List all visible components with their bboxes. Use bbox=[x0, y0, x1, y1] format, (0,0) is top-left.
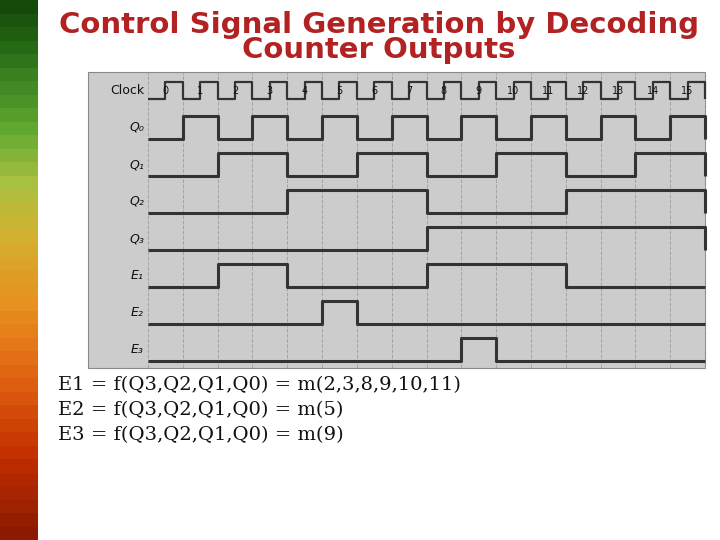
Text: 12: 12 bbox=[577, 85, 590, 96]
Text: Control Signal Generation by Decoding: Control Signal Generation by Decoding bbox=[59, 11, 699, 39]
Bar bbox=[0, 432, 38, 445]
Bar bbox=[0, 68, 38, 81]
Text: E3 = f(Q3,Q2,Q1,Q0) = m(9): E3 = f(Q3,Q2,Q1,Q0) = m(9) bbox=[58, 426, 343, 444]
Bar bbox=[0, 446, 38, 459]
Text: 9: 9 bbox=[476, 85, 482, 96]
Bar bbox=[0, 364, 38, 378]
Text: 15: 15 bbox=[681, 85, 694, 96]
Text: 13: 13 bbox=[612, 85, 624, 96]
Text: 11: 11 bbox=[542, 85, 554, 96]
Bar bbox=[0, 338, 38, 351]
Text: 14: 14 bbox=[647, 85, 659, 96]
Text: Q₃: Q₃ bbox=[129, 232, 144, 245]
Bar bbox=[0, 526, 38, 540]
Bar bbox=[0, 230, 38, 243]
Text: 3: 3 bbox=[267, 85, 273, 96]
Bar bbox=[0, 216, 38, 229]
Bar bbox=[0, 94, 38, 108]
Bar bbox=[0, 148, 38, 162]
Bar bbox=[0, 513, 38, 526]
Text: E₃: E₃ bbox=[131, 343, 144, 356]
Bar bbox=[0, 405, 38, 418]
Bar bbox=[88, 72, 705, 368]
Bar bbox=[0, 459, 38, 472]
Text: E₁: E₁ bbox=[131, 269, 144, 282]
Text: 10: 10 bbox=[508, 85, 520, 96]
Bar bbox=[0, 81, 38, 94]
Bar bbox=[0, 0, 38, 14]
Bar bbox=[0, 14, 38, 27]
Bar bbox=[0, 243, 38, 256]
Text: Clock: Clock bbox=[110, 84, 144, 97]
Bar bbox=[0, 189, 38, 202]
Bar bbox=[0, 284, 38, 297]
Bar bbox=[0, 108, 38, 122]
Bar bbox=[0, 392, 38, 405]
Text: 6: 6 bbox=[372, 85, 377, 96]
Bar bbox=[0, 54, 38, 68]
Bar bbox=[0, 122, 38, 135]
Bar bbox=[0, 418, 38, 432]
Text: 5: 5 bbox=[336, 85, 343, 96]
Bar bbox=[0, 486, 38, 500]
Text: Q₀: Q₀ bbox=[129, 121, 144, 134]
Bar bbox=[0, 324, 38, 338]
Text: Q₂: Q₂ bbox=[129, 195, 144, 208]
Bar bbox=[0, 500, 38, 513]
Bar bbox=[0, 176, 38, 189]
Bar bbox=[0, 202, 38, 216]
Text: E2 = f(Q3,Q2,Q1,Q0) = m(5): E2 = f(Q3,Q2,Q1,Q0) = m(5) bbox=[58, 401, 343, 419]
Text: 7: 7 bbox=[406, 85, 413, 96]
Bar bbox=[0, 256, 38, 270]
Bar bbox=[0, 310, 38, 324]
Bar bbox=[0, 40, 38, 54]
Text: 0: 0 bbox=[162, 85, 168, 96]
Bar bbox=[0, 472, 38, 486]
Text: 8: 8 bbox=[441, 85, 447, 96]
Text: 1: 1 bbox=[197, 85, 203, 96]
Bar bbox=[0, 27, 38, 40]
Text: Counter Outputs: Counter Outputs bbox=[243, 36, 516, 64]
Text: 4: 4 bbox=[302, 85, 307, 96]
Text: Q₁: Q₁ bbox=[129, 158, 144, 171]
Bar bbox=[0, 135, 38, 148]
Bar bbox=[0, 351, 38, 364]
Bar bbox=[0, 297, 38, 310]
Bar bbox=[0, 378, 38, 392]
Text: 2: 2 bbox=[232, 85, 238, 96]
Bar bbox=[0, 162, 38, 176]
Bar bbox=[0, 270, 38, 284]
Text: E1 = f(Q3,Q2,Q1,Q0) = m(2,3,8,9,10,11): E1 = f(Q3,Q2,Q1,Q0) = m(2,3,8,9,10,11) bbox=[58, 376, 461, 394]
Text: E₂: E₂ bbox=[131, 306, 144, 319]
